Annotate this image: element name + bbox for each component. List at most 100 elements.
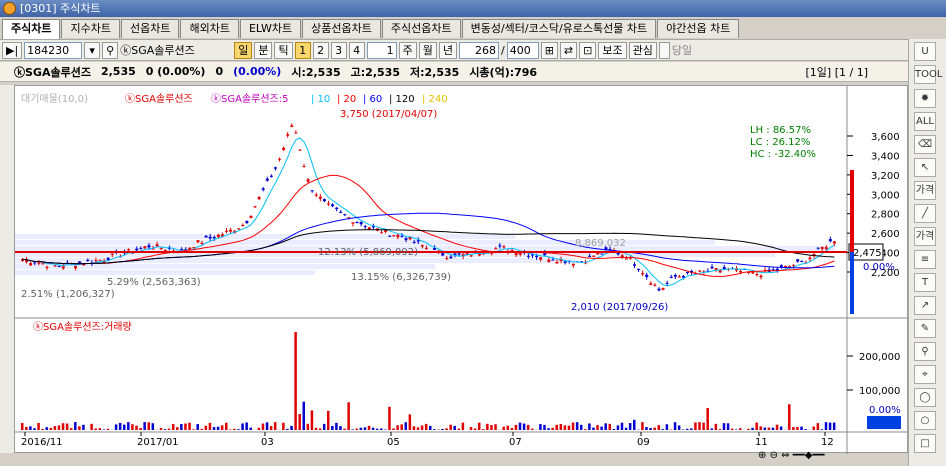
count-input[interactable]: 268 (458, 41, 499, 59)
candle-body (57, 266, 61, 268)
total-input[interactable]: 400 (506, 41, 539, 59)
candle-body (78, 261, 82, 264)
volume-bar (171, 423, 175, 430)
price-icon[interactable]: 가격 (914, 181, 936, 200)
text-icon[interactable]: T (914, 273, 936, 292)
volume-bar (286, 428, 289, 430)
number-1-button[interactable]: 1 (294, 41, 311, 59)
volume-bar (771, 427, 775, 430)
tab-1[interactable]: 주식차트 (2, 19, 61, 39)
candle-body (457, 253, 461, 255)
volume-bar (74, 422, 77, 430)
zoom-in-icon[interactable]: ⊕ (758, 450, 767, 461)
dropdown-icon[interactable]: ▾ (84, 41, 101, 59)
volume-bar (339, 426, 342, 430)
crosshair-icon[interactable]: ⌖ (914, 365, 936, 384)
tab-3[interactable]: 선옵차트 (120, 19, 180, 38)
window-titlebar: [0301] 주식차트 (0, 0, 946, 17)
eraser-icon[interactable]: ⌫ (914, 135, 936, 154)
tool-icon[interactable]: TOOL (914, 65, 942, 84)
trend-line-icon[interactable]: ╱ (914, 204, 936, 223)
candle-body (188, 247, 192, 250)
info-change2-pct: (0.00%) (233, 65, 282, 78)
pan-icon[interactable]: ⇔ (781, 450, 790, 461)
fibonacci-icon[interactable]: ≡ (914, 250, 936, 269)
cursor-icon[interactable]: ↖ (914, 158, 936, 177)
number-2-button[interactable]: 2 (312, 41, 329, 59)
info-change: 0 (0.00%) (145, 65, 206, 78)
volume-bar (176, 427, 179, 430)
volume-bar (420, 425, 424, 430)
tab-7[interactable]: 주식선옵차트 (381, 19, 461, 38)
stock-code-input[interactable]: 184230 (24, 41, 83, 59)
range-week-button[interactable]: 주 (398, 41, 417, 59)
annotation-high: 3,750 (2017/04/07) (340, 109, 437, 120)
candle-body (322, 199, 326, 202)
range-year-button[interactable]: 년 (438, 41, 457, 59)
volume-bar (730, 428, 734, 430)
chart-move-icon[interactable]: ⇄ (559, 41, 578, 59)
period-minute-button[interactable]: 분 (254, 41, 273, 59)
period-day-button[interactable]: 일 (234, 41, 253, 59)
volume-bar (200, 428, 204, 430)
volume-bar (824, 422, 828, 430)
candle-body (363, 226, 367, 228)
collapse-icon[interactable]: U (914, 42, 936, 61)
volume-bar (677, 425, 681, 430)
period-tick-button[interactable]: 틱 (274, 41, 293, 59)
prev-icon[interactable]: ▶| (2, 41, 23, 59)
volume-bar (351, 429, 354, 430)
candle-body (25, 259, 29, 263)
today-checkbox[interactable] (658, 41, 670, 59)
zoom-out-icon[interactable]: ⊖ (769, 450, 778, 461)
search-icon[interactable]: ⚲ (102, 41, 119, 59)
range-month-button[interactable]: 월 (418, 41, 437, 59)
tab-5[interactable]: ELW차트 (239, 19, 302, 38)
watch-button[interactable]: 관심 (628, 41, 657, 59)
volume-bar (41, 428, 44, 430)
candle-body (29, 263, 33, 266)
candle-body (367, 227, 371, 230)
chart-add-icon[interactable]: ⊞ (540, 41, 558, 59)
price-chart[interactable]: 대기매물(10,0) ⓚSGA솔루션즈 ⓚSGA솔루션즈:5 | 10 | 20 |… (15, 86, 909, 454)
candle-body (543, 252, 547, 256)
tab-2[interactable]: 지수차트 (61, 19, 120, 38)
tab-4[interactable]: 해외차트 (180, 19, 239, 38)
zoom-icon[interactable]: ⚲ (914, 342, 936, 361)
price2-icon[interactable]: 가격 (914, 227, 936, 246)
candle-body (53, 265, 57, 267)
multiplier-input[interactable]: 1 (366, 41, 397, 59)
arrow-icon[interactable]: ↗ (914, 296, 936, 315)
number-4-button[interactable]: 4 (348, 41, 365, 59)
ellipse-icon[interactable]: ○ (914, 411, 936, 430)
volume-bar (751, 427, 754, 430)
date-label: 09 (637, 437, 650, 448)
chart-area[interactable]: 대기매물(10,0) ⓚSGA솔루션즈 ⓚSGA솔루션즈:5 | 10 | 20 |… (14, 85, 909, 454)
volume-bar (375, 428, 379, 430)
tab-9[interactable]: 야간선옵 차트 (657, 19, 740, 38)
tab-8[interactable]: 변동성/섹터/코스닥/유로스톡선물 차트 (461, 19, 657, 38)
tab-6[interactable]: 상품선옵차트 (302, 19, 381, 38)
aux-button[interactable]: 보조 (598, 41, 627, 59)
candle-body (498, 245, 502, 247)
rectangle-icon[interactable]: □ (914, 434, 936, 453)
candle-body (261, 188, 265, 190)
chart-reset-icon[interactable]: ⊡ (579, 41, 597, 59)
candle-body (384, 229, 388, 232)
legend-ma-20: | 20 (337, 94, 356, 105)
settings-icon[interactable]: ✹ (914, 89, 936, 108)
candle-body (469, 255, 473, 257)
volume-bar (559, 424, 563, 430)
all-icon[interactable]: ALL (914, 112, 936, 131)
pencil-icon[interactable]: ✎ (914, 319, 936, 338)
volume-bar (482, 429, 485, 430)
legend-faded: 대기매물(10,0) (21, 93, 88, 105)
number-3-button[interactable]: 3 (330, 41, 347, 59)
candle-body (139, 248, 143, 250)
ma-line-120 (22, 229, 835, 265)
slider-icon[interactable]: ━━◆━━ (792, 450, 825, 461)
volume-axis: 200,000 100,000 (847, 352, 900, 397)
volume-bar (616, 425, 620, 430)
candle-body (477, 253, 481, 256)
circle-icon[interactable]: ◯ (914, 388, 936, 407)
